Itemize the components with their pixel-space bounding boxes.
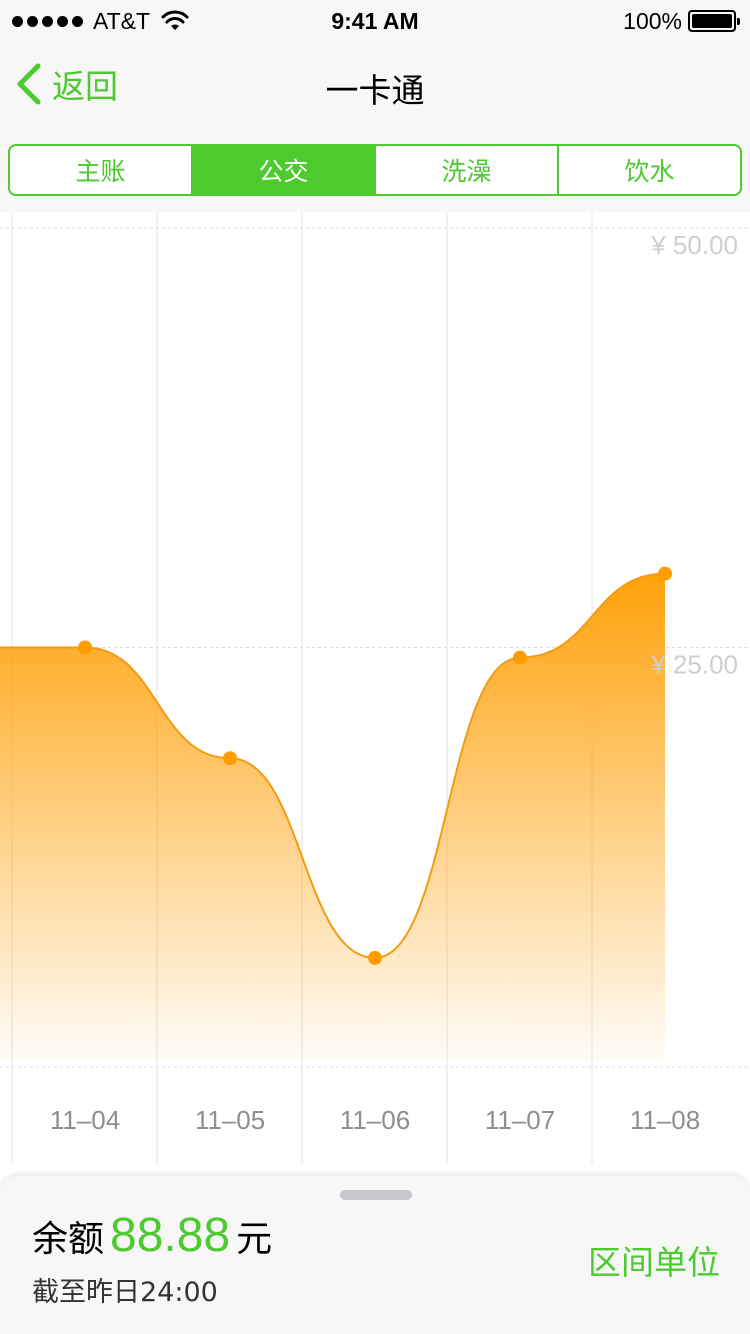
balance-row: 余额 88.88 元 (32, 1208, 272, 1263)
balance-unit: 元 (236, 1219, 273, 1260)
back-button[interactable]: 返回 (14, 60, 118, 108)
chevron-left-icon (17, 63, 41, 105)
status-right: 100% (623, 7, 740, 34)
tab-water[interactable]: 饮水 (624, 157, 675, 186)
y-tick-label: ¥ 50.00 (650, 230, 738, 260)
chart-svg: ¥ 50.00 ¥ 25.00 11–04 11–05 11–06 11–07 11–08 (0, 212, 750, 1164)
x-tick-label: 11–04 (50, 1105, 120, 1135)
data-point (368, 950, 382, 965)
battery-icon (688, 10, 740, 32)
navigation-bar: 返回 一卡通 (0, 40, 750, 128)
signal-dots-icon (12, 15, 83, 27)
x-tick-label: 11–07 (485, 1105, 555, 1135)
x-tick-label: 11–08 (630, 1105, 700, 1135)
balance-sheet[interactable]: 余额 88.88 元 截至昨日24:00 区间单位 (0, 1176, 750, 1334)
status-left: AT&T (12, 8, 190, 34)
tab-main-account[interactable]: 主账 (10, 146, 193, 194)
x-tick-label: 11–06 (340, 1105, 410, 1135)
data-point (658, 566, 672, 581)
page-title: 一卡通 (325, 71, 425, 110)
balance-amount: 88.88 (110, 1209, 231, 1262)
back-label: 返回 (52, 67, 118, 106)
tab-bar-container: 主账 公交 洗澡 饮水 (0, 128, 750, 212)
data-point (223, 751, 237, 766)
data-point (78, 640, 92, 655)
segmented-control: 主账 公交 洗澡 饮水 (8, 144, 742, 196)
y-tick-label: ¥ 25.00 (650, 650, 738, 680)
status-time: 9:41 AM (331, 8, 419, 34)
carrier-label: AT&T (93, 7, 151, 34)
spending-chart[interactable]: ¥ 50.00 ¥ 25.00 11–04 11–05 11–06 11–07 11–08 (0, 212, 750, 1168)
status-bar: AT&T 9:41 AM 100% (0, 0, 750, 40)
balance-label: 余额 (32, 1219, 105, 1260)
x-tick-label: 11–05 (195, 1105, 265, 1135)
data-point (513, 650, 527, 665)
tab-bus[interactable]: 公交 (193, 146, 376, 194)
wifi-icon (161, 10, 189, 30)
as-of-date: 截至昨日24:00 (32, 1277, 218, 1308)
tab-bath[interactable]: 洗澡 (376, 146, 559, 194)
range-unit-button[interactable]: 区间单位 (588, 1243, 720, 1282)
area-fill (0, 573, 665, 1061)
battery-percent: 100% (623, 7, 682, 34)
sheet-drag-handle[interactable] (340, 1190, 412, 1200)
